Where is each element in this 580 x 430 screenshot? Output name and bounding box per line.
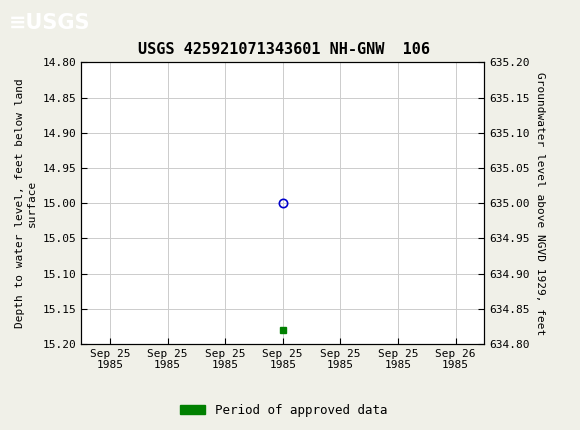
Text: ≡USGS: ≡USGS — [9, 12, 90, 33]
Y-axis label: Depth to water level, feet below land
surface: Depth to water level, feet below land su… — [16, 78, 37, 328]
Legend: Period of approved data: Period of approved data — [175, 399, 393, 421]
Y-axis label: Groundwater level above NGVD 1929, feet: Groundwater level above NGVD 1929, feet — [535, 71, 545, 335]
Text: USGS 425921071343601 NH-GNW  106: USGS 425921071343601 NH-GNW 106 — [138, 42, 430, 57]
